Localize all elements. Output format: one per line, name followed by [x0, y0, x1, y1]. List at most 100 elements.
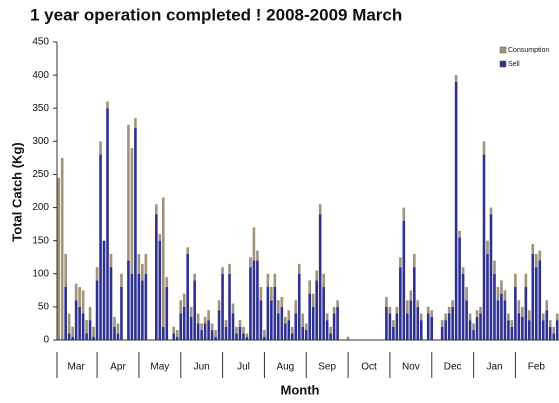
bar-segment — [109, 267, 113, 340]
bar-segment — [158, 240, 162, 340]
legend-label: Sell — [508, 61, 520, 68]
bar-segment — [95, 280, 99, 340]
bar-segment — [210, 323, 214, 331]
bar-segment — [193, 280, 196, 340]
bar-segment — [304, 330, 308, 340]
bar-segment — [479, 306, 482, 314]
bar-segment — [318, 204, 322, 215]
bar-segment — [500, 280, 503, 294]
bar-segment — [552, 326, 556, 334]
bar-segment — [545, 300, 549, 311]
bar-segment — [308, 293, 312, 340]
bar-segment — [113, 316, 116, 327]
bar-segment — [224, 320, 228, 327]
bar-segment — [346, 336, 350, 340]
bar-segment — [113, 326, 116, 340]
bar-segment — [517, 300, 521, 314]
bar-segment — [458, 237, 461, 340]
bar-segment — [301, 326, 305, 340]
bar-segment — [287, 320, 291, 340]
bar-segment — [109, 253, 113, 268]
y-tick-label: 350 — [32, 103, 49, 114]
y-tick-label: 100 — [32, 268, 49, 279]
bar-segment — [193, 273, 196, 281]
bar-segment — [294, 300, 298, 314]
bar-segment — [182, 306, 186, 340]
bar-segment — [465, 300, 468, 340]
bar-segment — [196, 313, 200, 324]
bar-segment — [419, 320, 423, 340]
bar-segment — [172, 333, 176, 340]
bar-segment — [528, 310, 531, 321]
bar-segment — [155, 204, 158, 215]
bar-segment — [395, 313, 399, 340]
bar-segment — [134, 118, 137, 129]
bar-segment — [399, 257, 402, 268]
bar-segment — [130, 273, 134, 340]
x-tick-label: Oct — [361, 362, 377, 373]
bar-segment — [283, 316, 287, 324]
bar-segment — [214, 330, 217, 337]
bar-segment — [155, 214, 158, 340]
bar-segment — [329, 326, 332, 334]
bar-segment — [144, 253, 148, 274]
bar-segment — [416, 300, 420, 307]
bar-segment — [179, 313, 183, 340]
bar-segment — [311, 306, 315, 340]
bar-segment — [270, 287, 273, 301]
bar-segment — [207, 320, 210, 340]
bar-segment — [259, 287, 263, 301]
bar-segment — [329, 333, 332, 340]
bar-segment — [266, 287, 270, 340]
bar-segment — [486, 240, 489, 254]
bar-segment — [388, 306, 392, 314]
bar-segment — [555, 313, 559, 321]
bar-segment — [224, 326, 228, 340]
bar-segment — [189, 306, 193, 317]
bar-segment — [336, 306, 339, 340]
y-tick-label: 0 — [43, 335, 49, 346]
bar-segment — [514, 273, 517, 288]
bar-segment — [510, 320, 514, 327]
bar-segment — [332, 313, 336, 340]
bar-segment — [399, 267, 402, 340]
bar-segment — [458, 230, 461, 238]
bar-segment — [106, 101, 109, 109]
bar-segment — [67, 333, 71, 340]
bar-segment — [64, 287, 67, 340]
bar-segment — [228, 273, 231, 340]
bar-segment — [318, 214, 322, 340]
bar-segment — [217, 300, 221, 311]
y-tick-label: 250 — [32, 169, 49, 180]
x-tick-label: Sep — [318, 362, 336, 373]
bar-segment — [88, 320, 92, 340]
bar-segment — [517, 313, 521, 340]
bar-segment — [493, 273, 496, 340]
x-tick-label: Jan — [486, 362, 502, 373]
bar-segment — [287, 310, 291, 321]
bar-segment — [238, 320, 242, 327]
bar-segment — [430, 316, 434, 340]
bar-segment — [273, 287, 277, 340]
bar-segment — [64, 253, 67, 288]
bar-segment — [412, 253, 416, 268]
bar-segment — [472, 330, 475, 340]
bar-segment — [402, 220, 406, 340]
bar-segment — [510, 326, 514, 340]
bar-segment — [332, 306, 336, 314]
bar-segment — [179, 300, 183, 314]
bar-segment — [203, 316, 207, 324]
bar-segment — [409, 290, 413, 301]
bar-segment — [479, 313, 482, 340]
bar-segment — [141, 263, 144, 281]
bar-segment — [92, 336, 95, 340]
x-tick-label: Mar — [68, 362, 86, 373]
bar-segment — [290, 333, 294, 340]
bar-segment — [263, 336, 266, 340]
bar-segment — [158, 234, 162, 241]
x-tick-label: Feb — [528, 362, 546, 373]
bar-segment — [238, 326, 242, 340]
bar-segment — [74, 283, 78, 301]
bar-segment — [92, 326, 95, 337]
bar-segment — [514, 287, 517, 340]
